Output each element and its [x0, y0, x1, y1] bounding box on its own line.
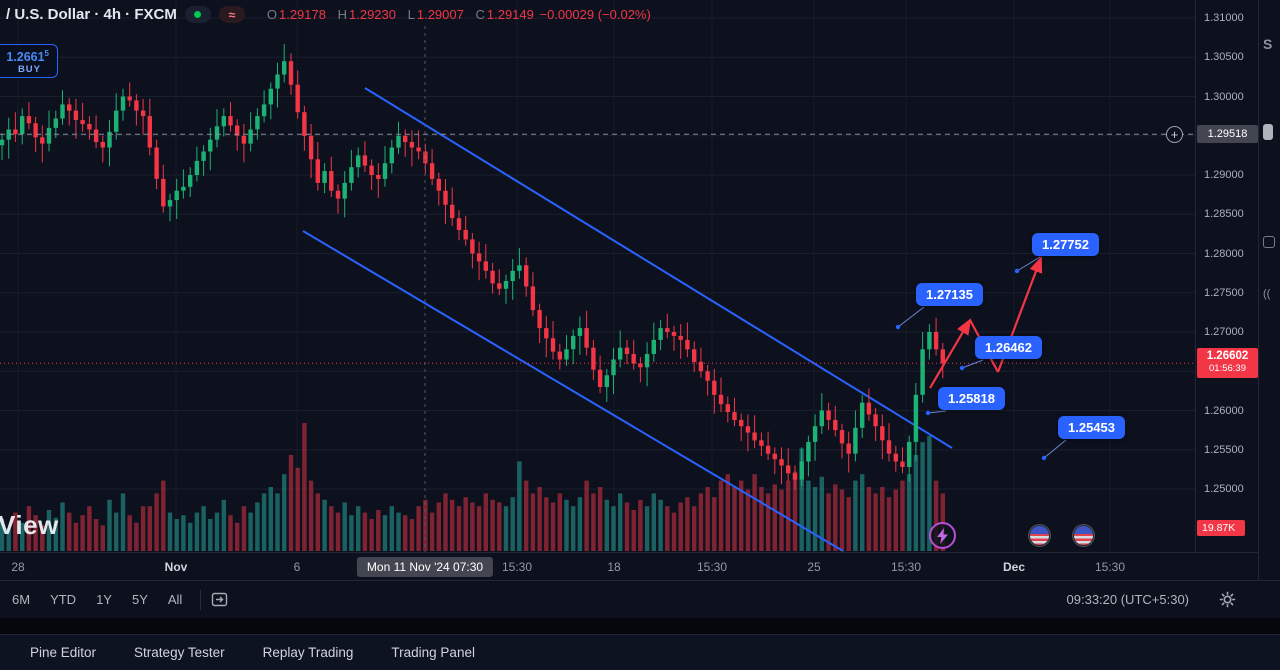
- time-axis-tick: 25: [807, 560, 821, 574]
- tab-pine-editor[interactable]: Pine Editor: [30, 645, 97, 660]
- bar-countdown: 01:56:39: [1209, 363, 1246, 375]
- ohlc-close-value: 1.29149: [486, 7, 534, 22]
- ohlc-high-value: 1.29230: [349, 7, 396, 22]
- range-button-1y[interactable]: 1Y: [96, 592, 112, 607]
- us-flag-event-icon[interactable]: [1029, 525, 1050, 546]
- tab-trading-panel[interactable]: Trading Panel: [391, 645, 475, 660]
- sidebar-cut-icon[interactable]: ((: [1263, 288, 1271, 300]
- market-open-status-icon[interactable]: [184, 6, 211, 23]
- ohlc-change: −0.00029 (−0.02%): [539, 7, 651, 22]
- price-axis[interactable]: 1.29518 1.26602 01:56:39 19.87K 1.31000 1…: [1195, 0, 1258, 552]
- ohlc-readout: O 1.29178 H 1.29230 L 1.29007 C 1.29149 −0.0…: [259, 7, 651, 22]
- us-flag-event-icon[interactable]: [1073, 525, 1094, 546]
- range-buttons: 6M YTD 1Y 5Y All: [4, 588, 190, 611]
- time-axis-tick: 15:30: [696, 560, 728, 574]
- panel-gap: [0, 618, 1280, 634]
- lightning-bolt-glyph: [936, 527, 948, 544]
- range-button-5y[interactable]: 5Y: [131, 592, 148, 607]
- ohlc-low-key: L: [407, 7, 415, 22]
- price-axis-label: 1.26000: [1204, 404, 1244, 417]
- time-axis-tick: 6: [293, 560, 301, 574]
- plus-button[interactable]: +: [1166, 126, 1183, 143]
- tab-replay-trading[interactable]: Replay Trading: [262, 645, 354, 660]
- range-button-all[interactable]: All: [167, 592, 183, 607]
- price-axis-label: 1.27500: [1204, 286, 1244, 299]
- sidebar-cut-icon[interactable]: [1263, 236, 1275, 248]
- buy-label: BUY: [17, 64, 41, 76]
- price-axis-label: 1.30500: [1204, 51, 1244, 64]
- go-to-date-icon[interactable]: [211, 591, 228, 608]
- delayed-data-icon[interactable]: ≈: [218, 6, 245, 23]
- forecast-price-label[interactable]: 1.25818: [938, 387, 1005, 410]
- time-axis-tick: 28: [11, 560, 25, 574]
- time-axis-tick: Dec: [1002, 560, 1026, 574]
- toolbar-divider: [200, 589, 202, 610]
- symbol-info-bar: / U.S. Dollar · 4h · FXCM ≈ O 1.29178 H 1.…: [6, 6, 651, 23]
- buy-button[interactable]: 1.26615 BUY: [0, 44, 58, 78]
- candlestick-chart[interactable]: [0, 0, 1195, 552]
- forecast-price-label[interactable]: 1.27135: [916, 283, 983, 306]
- sidebar-cut-icon[interactable]: S: [1263, 36, 1273, 52]
- ohlc-open-value: 1.29178: [278, 7, 326, 22]
- ohlc-open-key: O: [266, 7, 277, 22]
- price-axis-label: 1.25000: [1204, 483, 1244, 495]
- bottom-toolbar: 6M YTD 1Y 5Y All 09:33:20 (UTC+5:30): [0, 580, 1280, 618]
- lightning-icon[interactable]: [929, 522, 956, 549]
- price-axis-label: 1.28500: [1204, 208, 1244, 221]
- forecast-price-label[interactable]: 1.25453: [1058, 416, 1125, 439]
- crosshair-price-label: 1.29518: [1197, 125, 1258, 144]
- last-price-label: 1.26602 01:56:39: [1197, 348, 1258, 379]
- time-axis-tick: 15:30: [1094, 560, 1126, 574]
- sidebar-cut-icon[interactable]: [1263, 124, 1273, 140]
- symbol-title[interactable]: / U.S. Dollar · 4h · FXCM: [6, 6, 177, 23]
- time-axis-tick: 18: [607, 560, 621, 574]
- ohlc-high-key: H: [337, 7, 347, 22]
- buy-price: 1.26615: [6, 48, 49, 65]
- ohlc-low-value: 1.29007: [416, 7, 464, 22]
- price-axis-label: 1.28000: [1204, 247, 1244, 260]
- price-axis-label: 1.29000: [1204, 169, 1244, 181]
- footer-tabs: Pine Editor Strategy Tester Replay Trading…: [0, 634, 1280, 670]
- right-sidebar-strip: S ((: [1258, 0, 1280, 580]
- time-axis[interactable]: Mon 11 Nov '24 07:30 28 Nov 6 15:30 18 15:30 2…: [0, 552, 1280, 580]
- price-axis-label: 1.31000: [1204, 12, 1244, 24]
- clock[interactable]: 09:33:20 (UTC+5:30): [1066, 592, 1189, 607]
- live-dot-icon: [194, 11, 202, 18]
- time-axis-tick: 15:30: [501, 560, 533, 574]
- price-axis-label: 1.25500: [1204, 443, 1244, 456]
- gear-icon[interactable]: [1219, 591, 1236, 608]
- tab-strategy-tester[interactable]: Strategy Tester: [134, 645, 225, 660]
- ohlc-close-key: C: [475, 7, 485, 22]
- range-button-ytd[interactable]: YTD: [50, 592, 77, 607]
- range-button-6m[interactable]: 6M: [12, 592, 31, 607]
- forecast-price-label[interactable]: 1.27752: [1032, 233, 1099, 256]
- tradingview-watermark: View: [0, 510, 59, 540]
- time-axis-tick: Nov: [164, 560, 188, 574]
- crosshair-time-label: Mon 11 Nov '24 07:30: [356, 557, 494, 577]
- volume-axis-label: 19.87K: [1197, 520, 1245, 536]
- price-axis-label: 1.27000: [1204, 326, 1244, 338]
- forecast-price-label[interactable]: 1.26462: [975, 336, 1042, 359]
- time-axis-tick: 15:30: [890, 560, 922, 574]
- last-price-value: 1.26602: [1206, 350, 1249, 363]
- chart-pane[interactable]: / U.S. Dollar · 4h · FXCM ≈ O 1.29178 H 1.…: [0, 0, 1195, 552]
- price-axis-label: 1.30000: [1204, 90, 1244, 103]
- buy-price-superscript: 5: [44, 48, 49, 58]
